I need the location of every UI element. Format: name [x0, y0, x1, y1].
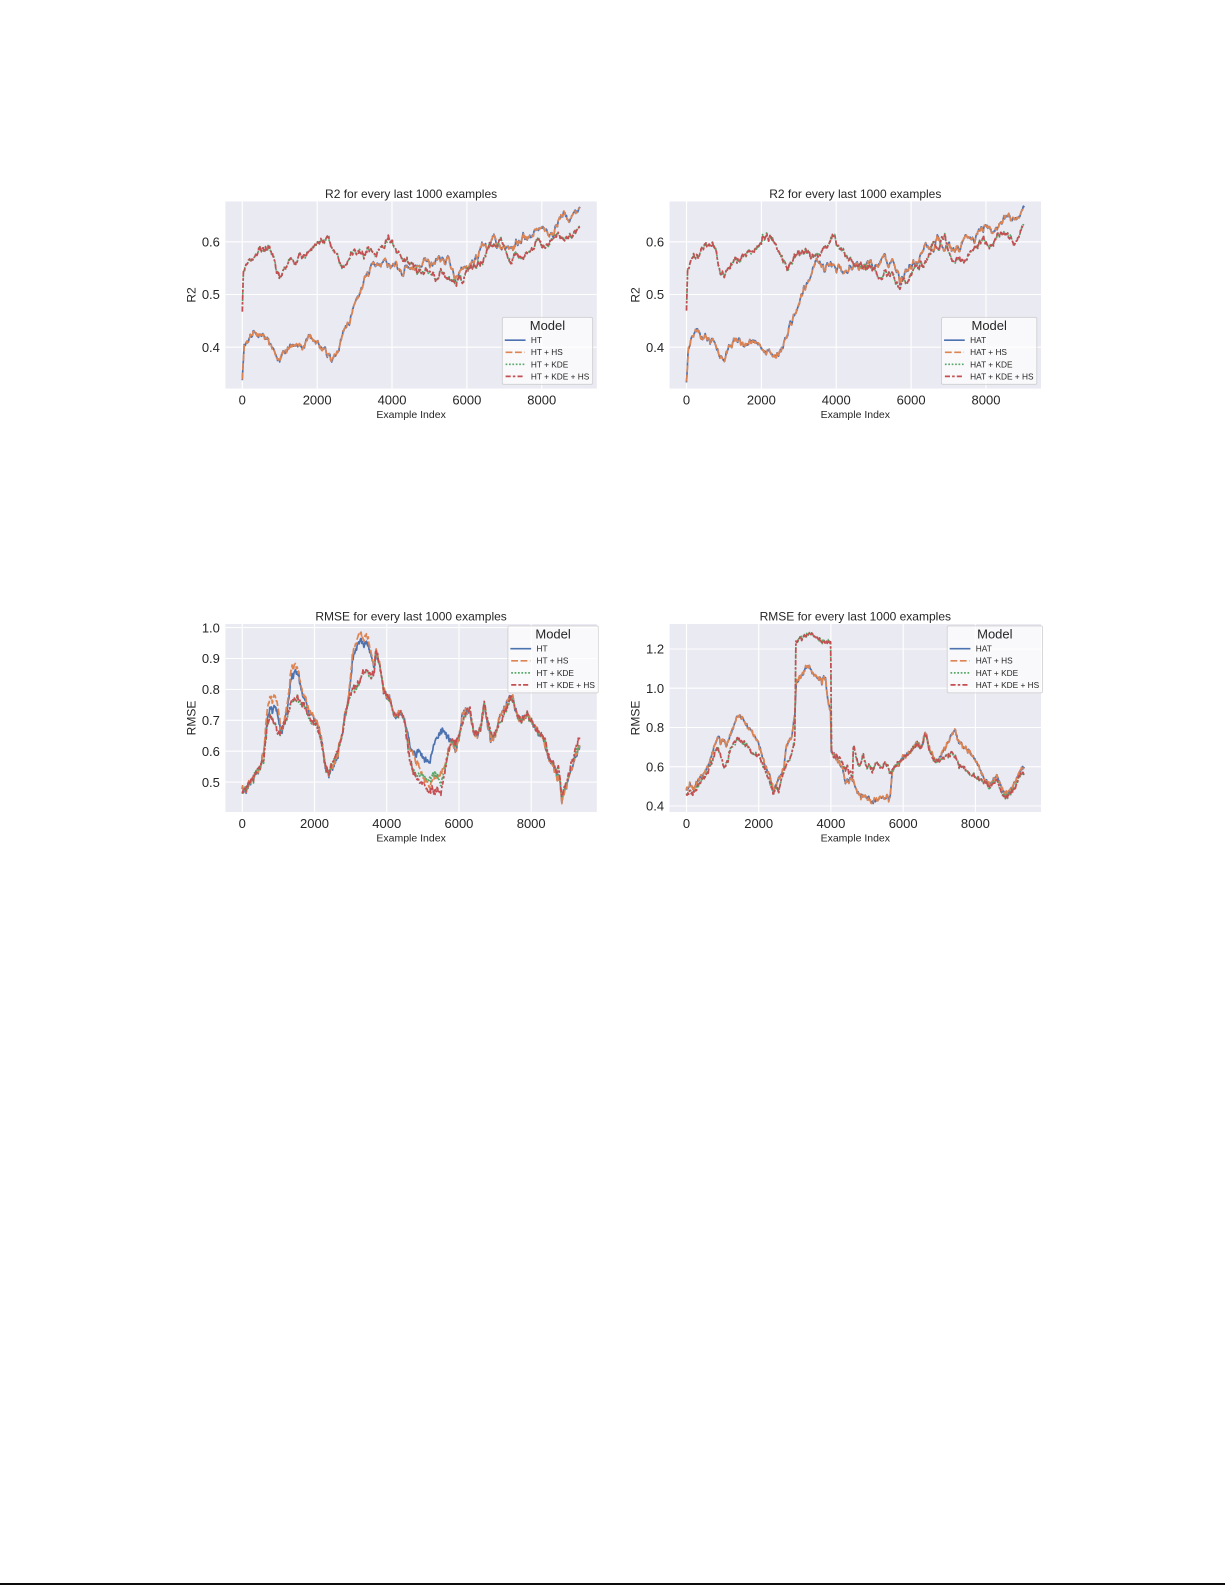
- svg-text:0.4: 0.4: [202, 340, 220, 355]
- svg-text:0.7: 0.7: [202, 713, 220, 728]
- svg-text:Example Index: Example Index: [376, 409, 446, 421]
- svg-text:R2: R2: [629, 287, 643, 303]
- svg-text:0: 0: [683, 816, 690, 831]
- svg-text:1.0: 1.0: [202, 620, 220, 635]
- svg-text:HAT + HS: HAT + HS: [970, 347, 1007, 357]
- svg-text:4000: 4000: [822, 392, 851, 407]
- svg-text:HT + KDE: HT + KDE: [531, 359, 569, 369]
- svg-text:0.6: 0.6: [202, 235, 220, 250]
- svg-text:Example Index: Example Index: [376, 833, 446, 845]
- svg-text:RMSE for every last 1000 examp: RMSE for every last 1000 examples: [760, 610, 951, 624]
- svg-text:Example Index: Example Index: [821, 409, 891, 421]
- svg-text:Model: Model: [535, 627, 571, 642]
- svg-text:HT + KDE + HS: HT + KDE + HS: [531, 371, 590, 381]
- svg-text:HAT + KDE: HAT + KDE: [970, 359, 1013, 369]
- svg-text:1.2: 1.2: [646, 642, 664, 657]
- svg-text:HAT + KDE + HS: HAT + KDE + HS: [976, 680, 1040, 690]
- svg-text:Model: Model: [977, 627, 1013, 642]
- svg-text:HT + HS: HT + HS: [537, 656, 569, 666]
- svg-text:6000: 6000: [897, 392, 926, 407]
- svg-text:HAT + KDE: HAT + KDE: [976, 668, 1019, 678]
- svg-text:0: 0: [239, 392, 246, 407]
- svg-text:8000: 8000: [972, 392, 1001, 407]
- svg-text:HAT + HS: HAT + HS: [976, 656, 1013, 666]
- svg-text:6000: 6000: [889, 816, 918, 831]
- svg-text:0.6: 0.6: [646, 759, 664, 774]
- svg-text:6000: 6000: [444, 816, 473, 831]
- svg-text:0.4: 0.4: [646, 340, 664, 355]
- svg-text:HAT: HAT: [976, 644, 992, 654]
- svg-text:RMSE: RMSE: [184, 701, 198, 736]
- svg-text:4000: 4000: [816, 816, 845, 831]
- svg-text:0.9: 0.9: [202, 651, 220, 666]
- svg-text:Model: Model: [530, 318, 566, 333]
- svg-text:0: 0: [683, 392, 690, 407]
- svg-text:2000: 2000: [300, 816, 329, 831]
- svg-text:HT: HT: [531, 335, 542, 345]
- svg-text:HT: HT: [537, 644, 548, 654]
- svg-text:HT + HS: HT + HS: [531, 347, 563, 357]
- svg-text:1.0: 1.0: [646, 681, 664, 696]
- svg-text:0.6: 0.6: [646, 235, 664, 250]
- svg-text:HAT + KDE + HS: HAT + KDE + HS: [970, 371, 1034, 381]
- svg-text:6000: 6000: [452, 392, 481, 407]
- svg-text:R2 for every last 1000 example: R2 for every last 1000 examples: [325, 187, 497, 201]
- svg-text:4000: 4000: [372, 816, 401, 831]
- svg-text:HAT: HAT: [970, 335, 986, 345]
- svg-text:0.8: 0.8: [646, 720, 664, 735]
- svg-text:0: 0: [239, 816, 246, 831]
- svg-text:2000: 2000: [747, 392, 776, 407]
- svg-text:0.8: 0.8: [202, 682, 220, 697]
- svg-text:RMSE: RMSE: [629, 701, 643, 736]
- svg-text:2000: 2000: [303, 392, 332, 407]
- svg-text:Example Index: Example Index: [821, 833, 891, 845]
- svg-text:Model: Model: [971, 318, 1007, 333]
- svg-text:0.5: 0.5: [202, 287, 220, 302]
- svg-text:8000: 8000: [961, 816, 990, 831]
- svg-text:0.6: 0.6: [202, 744, 220, 759]
- svg-text:2000: 2000: [744, 816, 773, 831]
- svg-text:0.5: 0.5: [646, 287, 664, 302]
- svg-text:8000: 8000: [517, 816, 546, 831]
- svg-text:R2 for every last 1000 example: R2 for every last 1000 examples: [769, 187, 941, 201]
- svg-text:8000: 8000: [527, 392, 556, 407]
- svg-text:0.5: 0.5: [202, 775, 220, 790]
- svg-text:4000: 4000: [378, 392, 407, 407]
- svg-text:0.4: 0.4: [646, 799, 664, 814]
- svg-text:HT + KDE + HS: HT + KDE + HS: [537, 680, 596, 690]
- svg-text:R2: R2: [184, 287, 198, 303]
- svg-text:RMSE for every last 1000 examp: RMSE for every last 1000 examples: [315, 610, 506, 624]
- svg-text:HT + KDE: HT + KDE: [537, 668, 575, 678]
